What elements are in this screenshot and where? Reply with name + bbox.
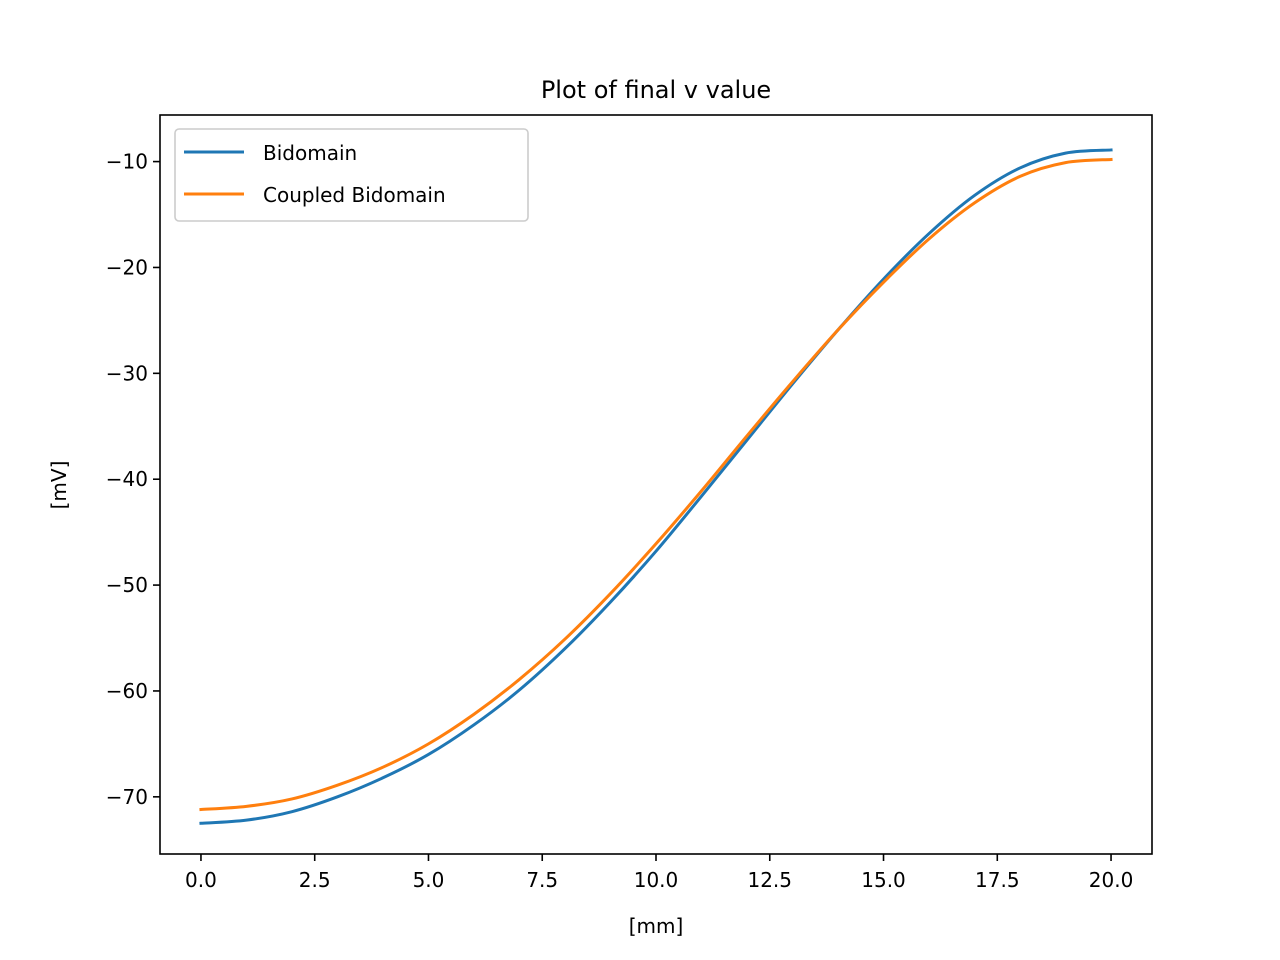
x-tick-label: 20.0 xyxy=(1089,868,1134,892)
y-tick-label: −40 xyxy=(106,467,148,491)
x-tick-label: 5.0 xyxy=(413,868,445,892)
x-tick-label: 0.0 xyxy=(185,868,217,892)
x-tick-label: 10.0 xyxy=(634,868,679,892)
legend-box xyxy=(174,128,529,222)
x-tick-label: 15.0 xyxy=(861,868,906,892)
series-line-bidomain xyxy=(199,148,1113,825)
x-tick-label: 17.5 xyxy=(975,868,1020,892)
x-axis-label: [mm] xyxy=(629,914,684,938)
legend-label-coupled-bidomain: Coupled Bidomain xyxy=(263,183,446,207)
x-tick-label: 2.5 xyxy=(299,868,331,892)
x-tick-label: 12.5 xyxy=(747,868,792,892)
y-tick-label: −20 xyxy=(106,255,148,279)
x-axis: 0.0 2.5 5.0 7.5 10.0 12.5 15.0 17.5 20.0 xyxy=(185,854,1133,892)
legend-label-bidomain: Bidomain xyxy=(263,141,357,165)
series-line-coupled-bidomain xyxy=(199,157,1113,812)
legend: Bidomain Coupled Bidomain xyxy=(174,128,529,222)
y-tick-label: −60 xyxy=(106,679,148,703)
chart-title: Plot of final v value xyxy=(541,76,771,104)
x-tick-label: 7.5 xyxy=(526,868,558,892)
y-tick-label: −30 xyxy=(106,361,148,385)
y-axis: −70 −60 −50 −40 −30 −20 −10 xyxy=(106,150,160,809)
y-tick-label: −70 xyxy=(106,785,148,809)
y-axis-label: [mV] xyxy=(47,461,71,510)
y-tick-label: −10 xyxy=(106,150,148,174)
y-tick-label: −50 xyxy=(106,573,148,597)
plot-area xyxy=(199,148,1113,825)
